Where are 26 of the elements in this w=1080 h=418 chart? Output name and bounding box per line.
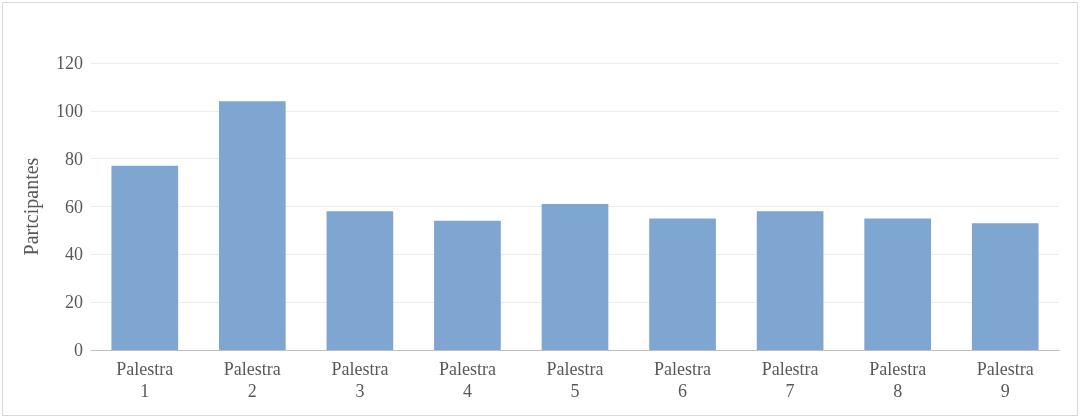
- y-tick-label: 60: [65, 196, 83, 217]
- x-tick-label: Palestra 8: [869, 359, 927, 401]
- x-tick-label: Palestra 2: [223, 359, 281, 401]
- y-tick-label: 40: [65, 244, 83, 265]
- bar: [111, 165, 179, 350]
- bar: [541, 204, 609, 350]
- bar: [218, 101, 286, 350]
- bar: [649, 218, 716, 350]
- x-tick-label: Palestra 1: [116, 359, 174, 401]
- x-tick-label: Palestra 7: [761, 359, 819, 401]
- bar: [434, 220, 501, 350]
- x-tick-label: Palestra 4: [438, 359, 496, 401]
- x-tick-label: Palestra 9: [976, 359, 1034, 401]
- bar: [971, 223, 1039, 350]
- y-tick-label: 100: [56, 100, 83, 121]
- y-axis-title: Partcipantes: [20, 157, 43, 256]
- bar: [864, 218, 932, 350]
- x-tick-label: Palestra 5: [546, 359, 604, 401]
- bar: [756, 211, 824, 350]
- y-tick-label: 20: [65, 292, 83, 313]
- y-tick-label: 120: [56, 53, 83, 73]
- y-tick-label: 0: [74, 340, 83, 360]
- x-tick-label: Palestra 3: [331, 359, 389, 401]
- bar: [326, 211, 394, 350]
- y-tick-label: 80: [65, 148, 83, 169]
- x-tick-label: Palestra 6: [654, 359, 712, 401]
